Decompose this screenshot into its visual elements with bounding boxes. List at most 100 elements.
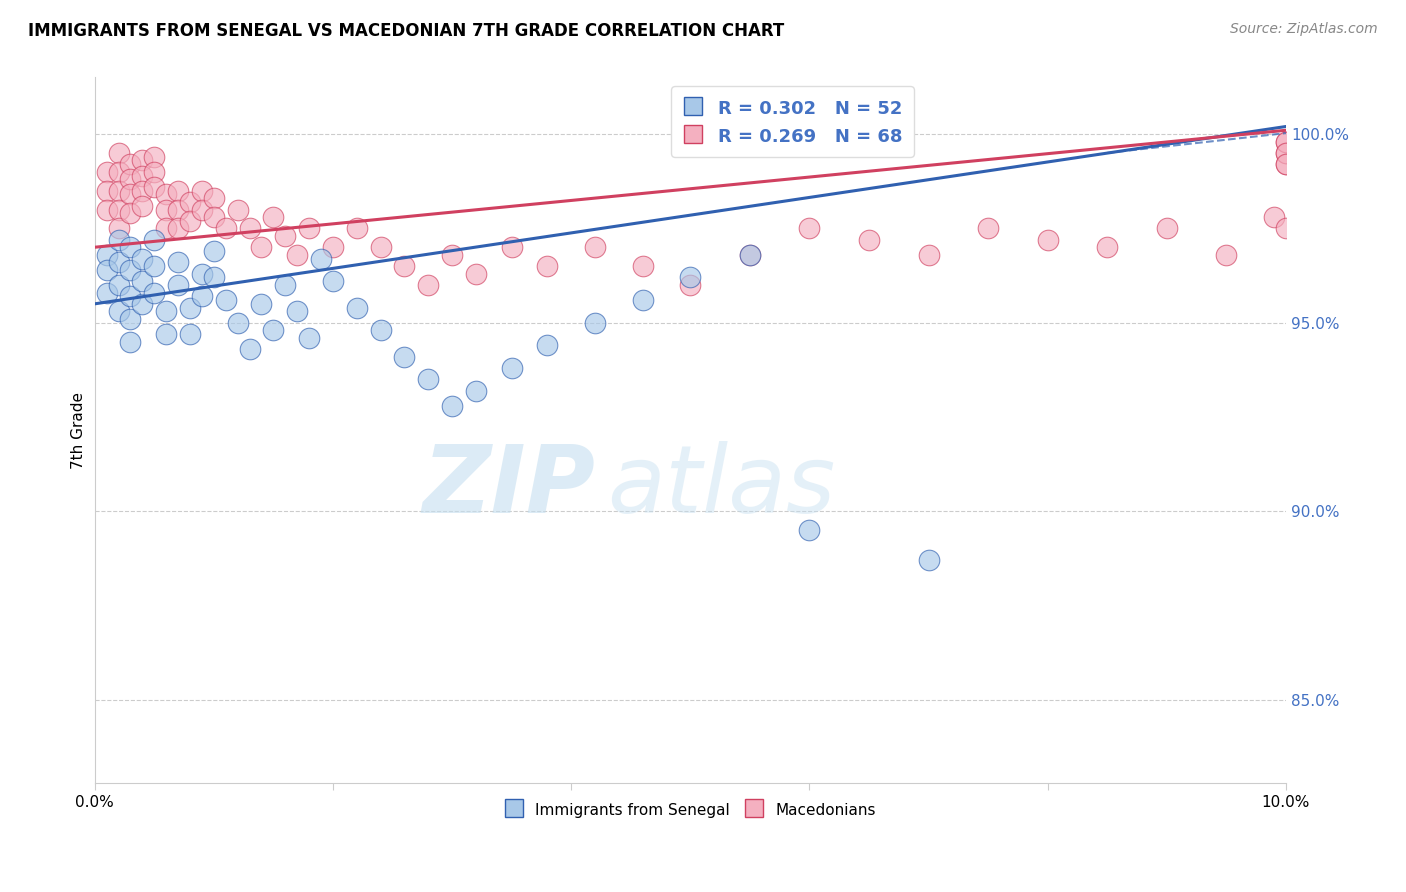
Point (226, 316, 249, 330)
Point (96, 165, 118, 179)
Point (179, 214, 201, 228)
Point (631, 293, 654, 307)
Point (107, 277, 129, 292)
Point (274, 228, 297, 243)
Point (167, 221, 190, 235)
Point (191, 267, 214, 281)
Point (1275, 145, 1298, 160)
Point (107, 202, 129, 217)
Point (202, 191, 225, 205)
Point (155, 221, 177, 235)
Point (215, 221, 238, 235)
Point (179, 194, 201, 209)
Point (464, 384, 486, 398)
Point (120, 172, 142, 186)
Point (917, 248, 939, 262)
Point (202, 244, 225, 258)
Point (107, 184, 129, 198)
Point (285, 304, 308, 318)
Point (167, 255, 190, 269)
Point (631, 259, 654, 273)
Text: IMMIGRANTS FROM SENEGAL VS MACEDONIAN 7TH GRADE CORRELATION CHART: IMMIGRANTS FROM SENEGAL VS MACEDONIAN 7T… (28, 22, 785, 40)
Point (96, 184, 118, 198)
Point (143, 259, 166, 273)
Point (107, 165, 129, 179)
Point (143, 179, 166, 194)
Point (262, 210, 284, 224)
Point (441, 399, 464, 413)
Point (250, 297, 273, 311)
Point (858, 233, 880, 247)
Point (536, 338, 558, 352)
Point (96, 263, 118, 277)
Text: ZIP: ZIP (422, 441, 595, 533)
Point (107, 255, 129, 269)
Point (583, 316, 606, 330)
Point (799, 221, 821, 235)
Point (536, 259, 558, 273)
Point (262, 323, 284, 337)
Point (143, 165, 166, 179)
Point (155, 326, 177, 341)
Point (239, 221, 262, 235)
Point (155, 187, 177, 202)
Point (167, 184, 190, 198)
Y-axis label: 7th Grade: 7th Grade (72, 392, 86, 468)
Point (131, 169, 153, 183)
Point (298, 221, 321, 235)
Point (167, 277, 190, 292)
Point (346, 301, 368, 315)
Point (322, 240, 344, 254)
Point (370, 240, 392, 254)
Point (1275, 221, 1298, 235)
Point (501, 240, 523, 254)
Point (679, 277, 702, 292)
Point (120, 187, 142, 202)
Point (179, 326, 201, 341)
Point (250, 240, 273, 254)
Point (464, 267, 486, 281)
Point (191, 184, 214, 198)
Point (226, 202, 249, 217)
Point (370, 323, 392, 337)
Text: Source: ZipAtlas.com: Source: ZipAtlas.com (1230, 22, 1378, 37)
Point (155, 304, 177, 318)
Point (202, 270, 225, 285)
Point (215, 293, 238, 307)
Point (131, 199, 153, 213)
Point (131, 252, 153, 266)
Legend: Immigrants from Senegal, Macedonians: Immigrants from Senegal, Macedonians (498, 795, 883, 825)
Point (418, 372, 440, 386)
Point (418, 277, 440, 292)
Point (131, 297, 153, 311)
Point (441, 248, 464, 262)
Point (131, 274, 153, 288)
Point (917, 553, 939, 567)
Point (1156, 221, 1178, 235)
Point (167, 202, 190, 217)
Point (1275, 157, 1298, 171)
Point (285, 248, 308, 262)
Point (191, 289, 214, 303)
Point (120, 334, 142, 349)
Point (274, 277, 297, 292)
Point (1275, 135, 1298, 149)
Point (394, 259, 416, 273)
Point (1275, 157, 1298, 171)
Point (120, 263, 142, 277)
Point (120, 240, 142, 254)
Point (239, 342, 262, 356)
Point (202, 210, 225, 224)
Point (120, 289, 142, 303)
Point (738, 248, 761, 262)
Point (298, 331, 321, 345)
Point (322, 274, 344, 288)
Point (107, 145, 129, 160)
Point (155, 202, 177, 217)
Point (1275, 135, 1298, 149)
Point (143, 150, 166, 164)
Point (309, 252, 332, 266)
Point (679, 270, 702, 285)
Point (394, 350, 416, 364)
Point (977, 221, 1000, 235)
